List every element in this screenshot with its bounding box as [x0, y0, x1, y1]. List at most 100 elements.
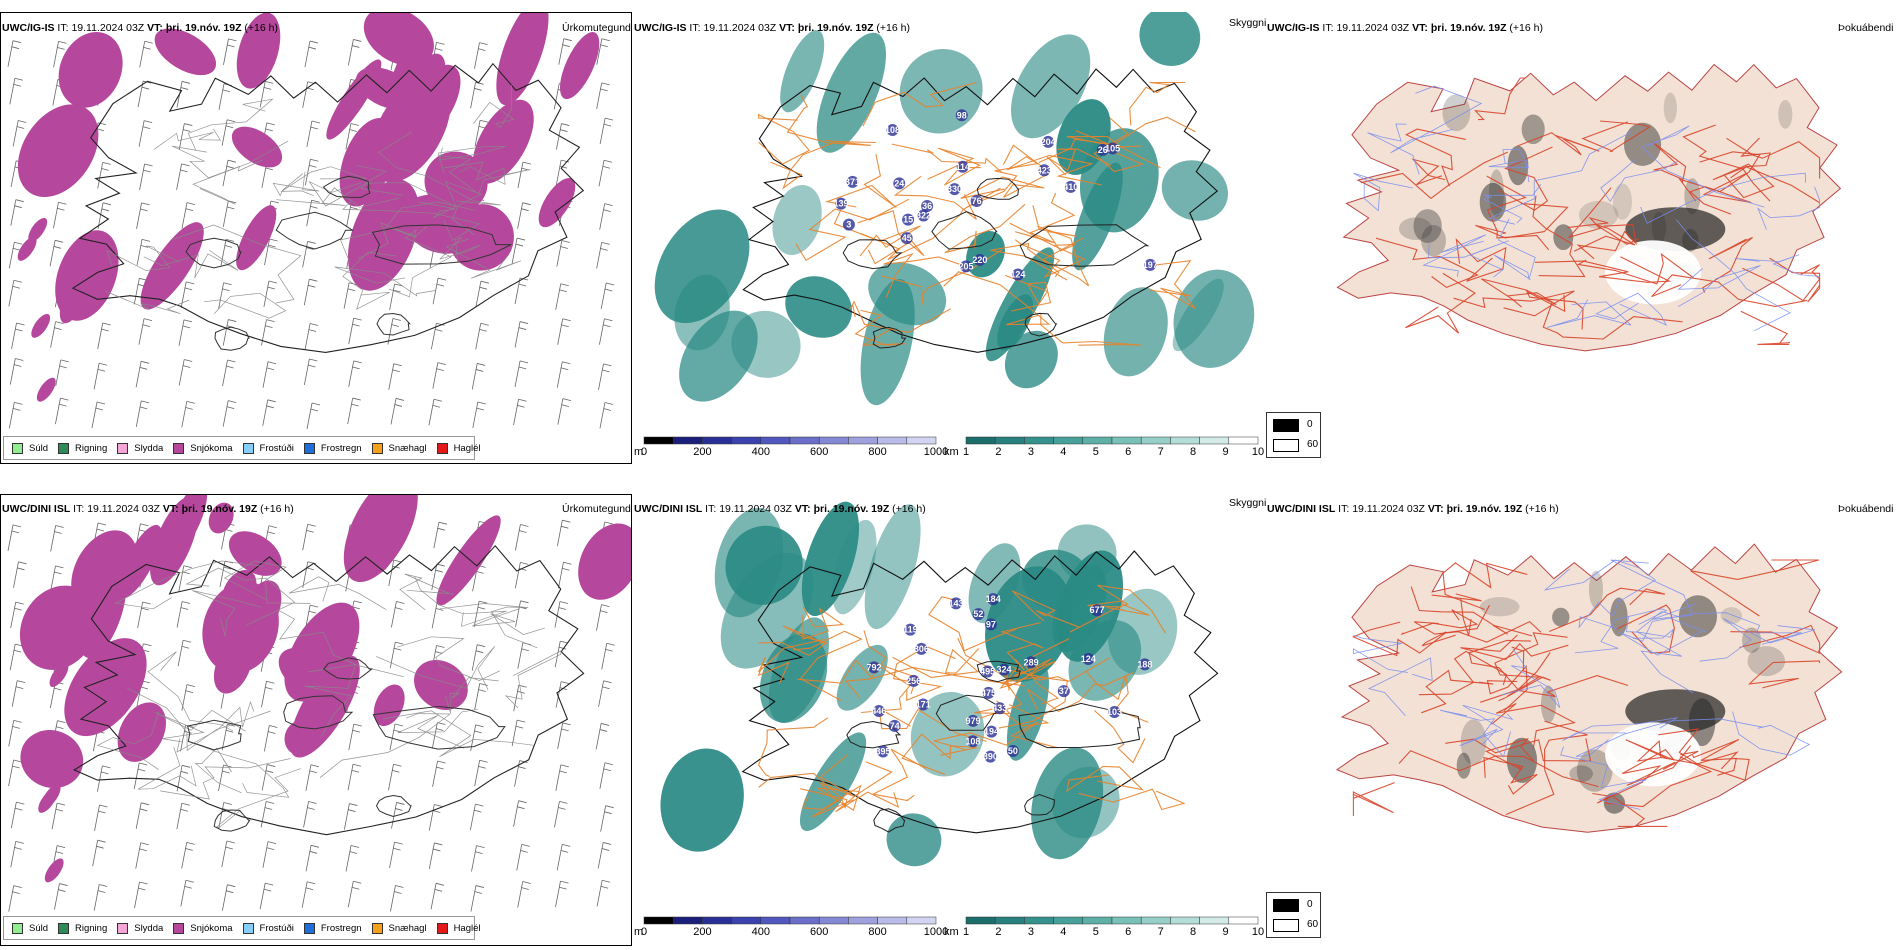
wind-barb: [135, 360, 150, 388]
road-segment: [960, 173, 1050, 199]
cloud-ceiling-patch: [835, 197, 848, 210]
wind-barb-flag: [601, 686, 610, 690]
low-visibility-areas: [654, 12, 1255, 406]
cloud-ceiling-patch: [1091, 604, 1104, 617]
cloud-ceiling-patch: [846, 175, 859, 188]
snowfall-area: [50, 126, 70, 151]
wind-barb-flag: [394, 404, 403, 407]
wind-barb: [470, 885, 485, 912]
fog-patch: [1625, 207, 1726, 252]
wind-barb: [391, 802, 405, 829]
road-segment: [801, 784, 862, 811]
wind-barb: [347, 397, 361, 425]
wind-barb: [557, 318, 571, 345]
road-segment: [160, 758, 291, 800]
wind-barb-staff: [387, 318, 394, 345]
wind-barb-flag: [182, 325, 191, 329]
cloud-ceiling-label: 119: [903, 625, 918, 635]
wind-barb-flag: [480, 322, 489, 326]
wind-barb-staff: [595, 723, 602, 750]
lead-time: (+16 h): [244, 22, 278, 34]
road-segment: [375, 645, 496, 690]
wind-barb-staff: [94, 804, 100, 832]
wind-barb-staff: [514, 360, 521, 387]
wind-barb: [596, 82, 610, 109]
wind-barb-staff: [557, 722, 564, 749]
wind-barb-flag: [266, 122, 275, 126]
init-label: IT:: [705, 503, 717, 515]
wind-barb: [259, 882, 274, 910]
wind-barb-staff: [347, 881, 354, 908]
iceland-coastline: [73, 544, 585, 836]
wind-barb-flag: [395, 885, 404, 888]
wind-barb-flag: [353, 39, 362, 42]
wind-barb: [178, 359, 193, 386]
model-name: UWC/DINI ISL: [634, 503, 703, 515]
wind-barb: [181, 401, 195, 428]
road-segment: [1405, 128, 1466, 187]
road-segment: [1658, 728, 1750, 781]
road-segment: [143, 249, 239, 279]
wind-barb-staff: [599, 402, 606, 429]
wind-barb-flag: [101, 168, 109, 171]
wind-barb-flag: [14, 241, 23, 245]
wind-barb: [218, 83, 233, 110]
glacier-outline: [1018, 702, 1141, 749]
wind-barb-staff: [180, 880, 187, 907]
wind-barb: [136, 238, 151, 266]
wind-barb-flag: [352, 606, 361, 610]
road-segment: [1006, 154, 1103, 186]
wind-barb-flag: [55, 808, 64, 812]
wind-barb-staff: [431, 602, 438, 629]
road-segment: [1581, 120, 1651, 153]
wind-barb: [220, 238, 235, 266]
wind-barb-staff: [91, 401, 98, 429]
panel-title-precip-top: Úrkomutegund: [562, 22, 631, 34]
wind-barb-staff: [135, 802, 142, 829]
glacier-outline: [376, 312, 411, 336]
wind-barb-flag: [307, 364, 316, 368]
wind-barb-flag: [185, 407, 193, 410]
colorbar-ramp: [643, 916, 937, 925]
legend-swatch: [117, 922, 129, 934]
wind-barb-flag: [395, 398, 405, 401]
wind-barb: [556, 519, 571, 547]
snowfall-area: [231, 126, 283, 168]
wind-barb: [8, 279, 22, 307]
road-segment: [854, 309, 906, 346]
wind-barb-flag: [352, 366, 360, 370]
cloud-ceiling-label: 371: [845, 177, 860, 187]
wind-barb-staff: [50, 565, 56, 592]
cloud-ceiling-patch: [949, 597, 962, 610]
lead-time: (+16 h): [876, 22, 910, 34]
legend-label: Rigning: [75, 442, 108, 454]
wind-barb-flag: [180, 87, 189, 90]
wind-barb: [595, 723, 610, 750]
wind-barb-flag: [559, 601, 569, 604]
wind-barb-flag: [181, 163, 190, 167]
road-segment: [1682, 124, 1771, 202]
wind-barb-flag: [307, 523, 316, 527]
wind-barb: [517, 161, 532, 189]
precip-type-map: [7, 13, 615, 430]
wind-barb-flag: [139, 808, 148, 812]
wind-barb-flag: [603, 209, 611, 213]
wind-barb: [348, 317, 362, 345]
wind-barb-flag: [263, 86, 272, 90]
snowfall-area: [472, 99, 534, 184]
wind-barb-staff: [390, 885, 396, 912]
legend-swatch: [371, 922, 383, 934]
road-segment: [388, 228, 453, 298]
low-visibility-area: [1072, 162, 1123, 271]
cloud-ceiling-label: 37: [1059, 686, 1069, 696]
snowfall-area: [64, 638, 147, 737]
visibility-colorbar-bottom: km 1 2 3 4 5 6 7 8 9 10: [942, 916, 1264, 940]
low-visibility-area: [910, 691, 985, 777]
wind-barb: [558, 38, 572, 65]
wind-barb-flag: [180, 770, 189, 774]
low-visibility-area: [679, 310, 758, 402]
cloud-ceiling-patch: [1096, 143, 1109, 156]
wind-barb-flag: [393, 363, 402, 367]
wind-barb: [470, 81, 484, 109]
road-segment: [1640, 125, 1765, 208]
